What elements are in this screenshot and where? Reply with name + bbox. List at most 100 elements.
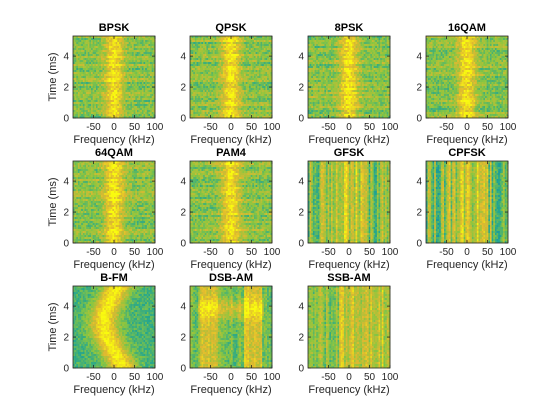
heatmap-cell [263,62,266,65]
heatmap-cell [82,78,85,81]
heatmap-cell [79,68,82,71]
heatmap-cell [140,72,143,75]
heatmap-cell [258,110,261,113]
heatmap-cell [194,94,197,97]
heatmap-cell [237,72,240,75]
heatmap-cell [118,90,121,93]
heatmap-cell [250,42,253,45]
heatmap-cell [105,68,108,71]
heatmap-cell [250,82,253,85]
heatmap-cell [242,110,245,113]
heatmap-cell [140,88,143,91]
heatmap-cell [117,54,120,57]
heatmap-cell [135,38,138,41]
heatmap-cell [209,54,212,57]
heatmap-cell [252,46,255,49]
heatmap-cell [196,38,199,41]
heatmap-cell [114,100,116,103]
heatmap-cell [145,92,148,95]
heatmap-cell [350,38,353,41]
heatmap-cell [196,84,199,87]
heatmap-cell [77,98,80,101]
heatmap-cell [148,88,151,91]
heatmap-cell [252,96,255,99]
heatmap-cell [191,104,194,107]
heatmap-cell [120,104,123,107]
heatmap-cell [242,64,245,67]
heatmap-cell [267,94,270,97]
heatmap-cell [234,74,237,77]
heatmap-cell [201,94,204,97]
heatmap-cell [74,112,77,115]
heatmap-cell [224,84,227,87]
heatmap-cell [127,74,130,77]
heatmap-cell [226,94,229,97]
heatmap-cell [267,56,270,59]
heatmap-cell [82,50,85,53]
heatmap-cell [249,112,251,115]
heatmap-cell [110,80,113,83]
heatmap-cell [217,88,220,91]
heatmap-cell [77,82,80,85]
heatmap-cell [146,50,149,53]
heatmap-cell [125,58,128,61]
heatmap-cell [128,108,131,111]
heatmap-cell [81,72,84,75]
heatmap-cell [128,98,131,101]
heatmap-cell [135,110,138,113]
heatmap-cell [130,56,133,59]
heatmap-cell [100,70,103,73]
heatmap-cell [237,46,240,49]
heatmap-cell [255,112,258,115]
heatmap-cell [237,102,240,105]
heatmap-cell [237,80,240,83]
heatmap-cell [198,86,201,89]
x-tick-label: 50 [129,122,141,133]
heatmap-cell [234,72,237,75]
heatmap-cell [148,84,151,87]
heatmap-cell [190,76,192,79]
heatmap-cell [145,68,148,71]
heatmap-cell [224,70,227,73]
heatmap-cell [79,86,82,89]
heatmap-cell [117,72,120,75]
heatmap-cell [148,44,151,47]
heatmap-cell [203,54,206,57]
heatmap-cell [249,116,251,119]
heatmap-cell [73,50,75,53]
heatmap-cell [239,42,242,45]
heatmap-cell [214,78,217,81]
heatmap-cell [112,78,115,81]
heatmap-cell [136,98,139,101]
heatmap-cell [146,100,149,103]
heatmap-cell [112,70,115,73]
heatmap-cell [270,114,273,117]
heatmap-cell [151,114,154,117]
heatmap-cell [211,54,214,57]
heatmap-cell [81,112,84,115]
heatmap-cell [95,38,98,41]
heatmap-cell [193,100,196,103]
heatmap-cell [115,82,118,85]
heatmap-cell [322,38,325,41]
heatmap-cell [95,80,98,83]
heatmap-cell [128,54,131,57]
heatmap-cell [312,36,315,39]
heatmap-cell [244,66,247,69]
heatmap-cell [222,42,225,45]
heatmap-cell [141,92,144,95]
heatmap-cell [87,98,90,101]
heatmap-cell [99,36,102,39]
heatmap-cell [257,48,260,51]
heatmap-cell [226,78,229,81]
heatmap-cell [193,36,196,39]
heatmap-cell [74,100,77,103]
heatmap-cell [127,58,130,61]
heatmap-cell [140,62,143,65]
heatmap-cell [84,42,87,45]
heatmap-cell [125,114,128,117]
heatmap-cell [240,70,243,73]
heatmap-cell [257,84,260,87]
heatmap-cell [227,90,230,93]
heatmap-cell [100,76,103,79]
